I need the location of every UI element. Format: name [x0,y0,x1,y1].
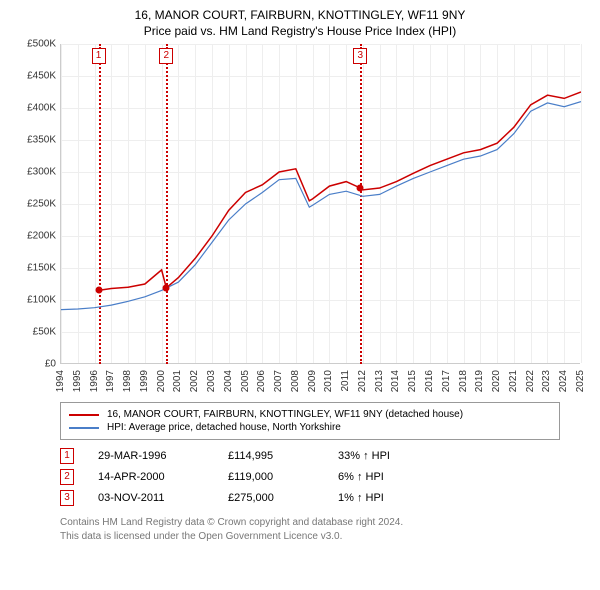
x-axis-label: 2006 [256,370,267,392]
legend-item: HPI: Average price, detached house, Nort… [69,422,551,433]
y-axis-label: £250K [27,199,56,210]
x-axis-label: 2007 [273,370,284,392]
sale-diff: 33% ↑ HPI [338,450,438,462]
y-axis-label: £400K [27,103,56,114]
y-axis-label: £50K [33,327,56,338]
y-axis-label: £150K [27,263,56,274]
x-axis-label: 2025 [575,370,586,392]
sale-marker: 3 [60,490,74,506]
x-axis-label: 2016 [424,370,435,392]
x-axis-label: 2013 [374,370,385,392]
legend: 16, MANOR COURT, FAIRBURN, KNOTTINGLEY, … [60,402,560,440]
y-axis-label: £0 [45,359,56,370]
x-axis-label: 2008 [290,370,301,392]
x-axis-label: 1995 [72,370,83,392]
sale-row: 3 03-NOV-2011£275,0001% ↑ HPI [60,490,560,506]
sales-table: 1 29-MAR-1996£114,99533% ↑ HPI 2 14-APR-200… [60,448,560,506]
x-axis-label: 1996 [89,370,100,392]
sale-row: 1 29-MAR-1996£114,99533% ↑ HPI [60,448,560,464]
sale-date: 03-NOV-2011 [98,492,228,504]
sale-marker: 2 [60,469,74,485]
footer-line1: Contains HM Land Registry data © Crown c… [60,516,588,530]
x-axis-label: 2009 [307,370,318,392]
x-axis-label: 2024 [558,370,569,392]
marker-label: 2 [159,48,173,64]
sale-diff: 1% ↑ HPI [338,492,438,504]
legend-label: 16, MANOR COURT, FAIRBURN, KNOTTINGLEY, … [107,409,463,420]
x-axis-label: 2018 [458,370,469,392]
chart-lines [61,44,581,364]
sale-date: 29-MAR-1996 [98,450,228,462]
marker-label: 1 [92,48,106,64]
x-axis-label: 2012 [357,370,368,392]
x-axis-label: 2020 [491,370,502,392]
x-axis-label: 2002 [189,370,200,392]
x-axis-label: 2021 [508,370,519,392]
y-axis-label: £100K [27,295,56,306]
x-axis-label: 2005 [240,370,251,392]
legend-label: HPI: Average price, detached house, Nort… [107,422,341,433]
x-axis-label: 1994 [55,370,66,392]
chart-area: 1 2 3 £0 £50K £100K £150K £200K £250K £300K £350K… [20,44,580,394]
series-line [61,102,581,310]
x-axis-label: 2015 [407,370,418,392]
x-axis-label: 2010 [323,370,334,392]
x-axis-label: 2000 [156,370,167,392]
y-axis-label: £450K [27,71,56,82]
sale-marker: 1 [60,448,74,464]
y-axis-label: £300K [27,167,56,178]
x-axis-label: 1997 [105,370,116,392]
x-axis-label: 1998 [122,370,133,392]
chart-title: 16, MANOR COURT, FAIRBURN, KNOTTINGLEY, … [12,8,588,22]
sale-row: 2 14-APR-2000£119,0006% ↑ HPI [60,469,560,485]
x-axis-label: 2003 [206,370,217,392]
marker-dot [95,287,102,294]
footer-line2: This data is licensed under the Open Gov… [60,530,588,544]
marker-dot [163,284,170,291]
legend-swatch [69,427,99,429]
x-axis-label: 2019 [474,370,485,392]
series-line [99,92,581,290]
sale-diff: 6% ↑ HPI [338,471,438,483]
footer: Contains HM Land Registry data © Crown c… [60,516,588,544]
y-axis-label: £500K [27,39,56,50]
x-axis-label: 2014 [390,370,401,392]
marker-dot [357,185,364,192]
y-axis-label: £350K [27,135,56,146]
x-axis-label: 2017 [441,370,452,392]
chart-subtitle: Price paid vs. HM Land Registry's House … [12,24,588,38]
marker-label: 3 [353,48,367,64]
sale-price: £114,995 [228,450,338,462]
x-axis-label: 2001 [172,370,183,392]
x-axis-label: 2004 [223,370,234,392]
sale-price: £275,000 [228,492,338,504]
gridline-v [581,44,582,363]
legend-swatch [69,414,99,416]
sale-price: £119,000 [228,471,338,483]
y-axis-label: £200K [27,231,56,242]
plot-area: 1 2 3 [60,44,580,364]
x-axis-label: 2023 [541,370,552,392]
legend-item: 16, MANOR COURT, FAIRBURN, KNOTTINGLEY, … [69,409,551,420]
sale-date: 14-APR-2000 [98,471,228,483]
x-axis-label: 1999 [139,370,150,392]
x-axis-label: 2022 [525,370,536,392]
x-axis-label: 2011 [340,370,351,392]
